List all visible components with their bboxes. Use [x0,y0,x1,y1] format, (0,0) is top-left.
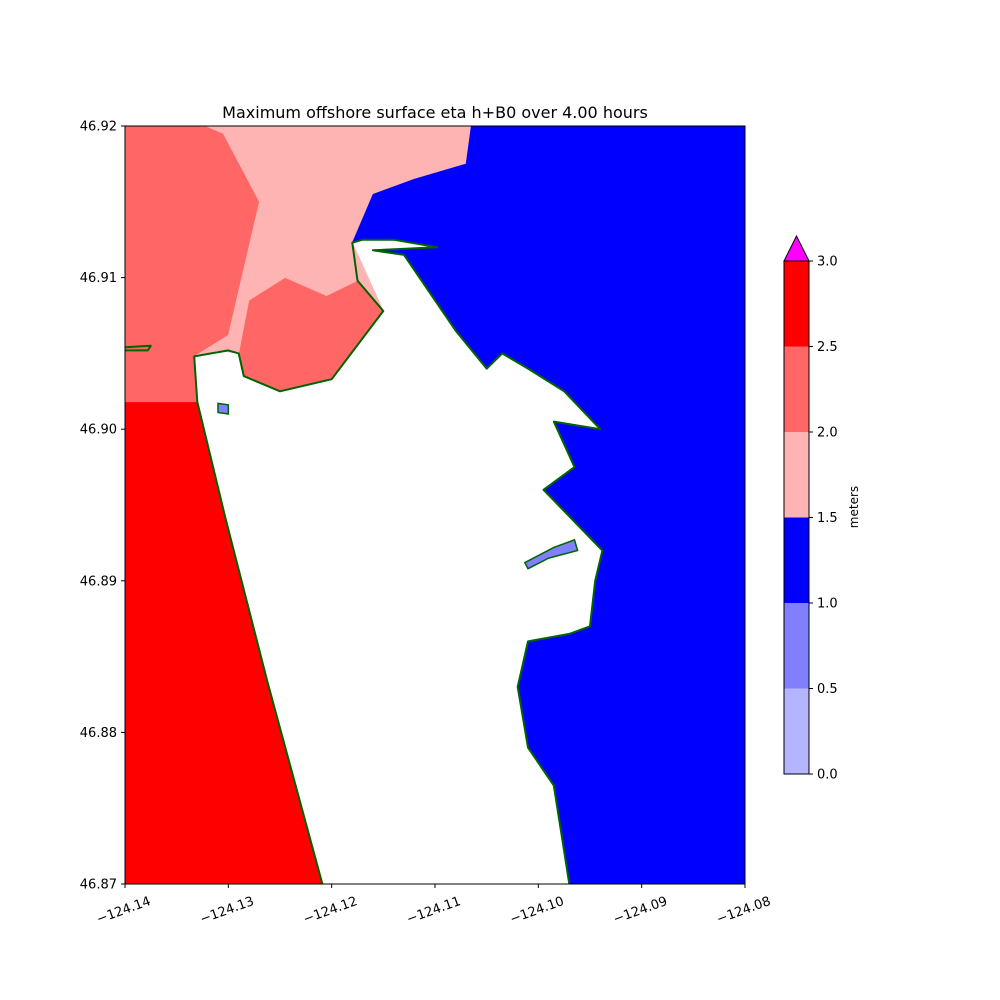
colorbar-tick-label: 3.0 [817,255,838,270]
shoreline-0 [193,238,604,885]
colorbar-band [784,688,809,774]
map-axes [124,125,746,885]
colorbar-band [784,517,809,603]
colorbar-tick-label: 1.0 [817,597,838,612]
shoreline-contours [124,238,604,885]
colorbar-label: meters [847,486,861,528]
y-tick-label: 46.87 [80,878,117,893]
y-tick-label: 46.90 [80,423,117,438]
colorbar-tick-label: 0.5 [817,682,838,697]
colorbar: 0.0 0.5 1.0 1.5 2.0 2.5 3.0 meters [783,234,861,783]
colorbar-tick-label: 2.5 [817,340,838,355]
colorbar-extend-max [783,234,810,262]
x-tick-label: −124.13 [198,894,256,927]
colorbar-band [784,346,809,432]
colorbar-tick-label: 1.5 [817,511,838,526]
y-tick-label: 46.91 [80,271,117,286]
colorbar-band [784,261,809,347]
y-tick-label: 46.88 [80,726,117,741]
y-tick-label: 46.89 [80,574,117,589]
shading-regions [124,125,746,885]
colorbar-band [784,603,809,689]
x-tick-label: −124.14 [95,894,153,927]
colorbar-tick-label: 2.0 [817,426,838,441]
y-tick-label: 46.92 [80,120,117,135]
colorbar-tick-label: 0.0 [817,768,838,783]
x-axis-ticks: −124.14 −124.13 −124.12 −124.11 −124.10 −124.… [95,884,773,927]
x-tick-label: −124.09 [611,894,669,927]
islands [217,402,579,570]
chart-title: Maximum offshore surface eta h+B0 over 4… [222,103,648,122]
shoreline-1 [124,344,152,352]
x-tick-label: −124.11 [405,894,463,927]
colorbar-bands [784,261,809,774]
islet-small-west [217,402,230,415]
shoal-island-center [523,538,579,570]
y-axis-ticks: 46.87 46.88 46.89 46.90 46.91 46.92 [80,120,125,893]
x-tick-label: −124.08 [715,894,773,927]
x-tick-label: −124.10 [508,894,566,927]
colorbar-ticks: 0.0 0.5 1.0 1.5 2.0 2.5 3.0 [809,255,838,783]
x-tick-label: −124.12 [301,894,359,927]
colorbar-band [784,432,809,518]
